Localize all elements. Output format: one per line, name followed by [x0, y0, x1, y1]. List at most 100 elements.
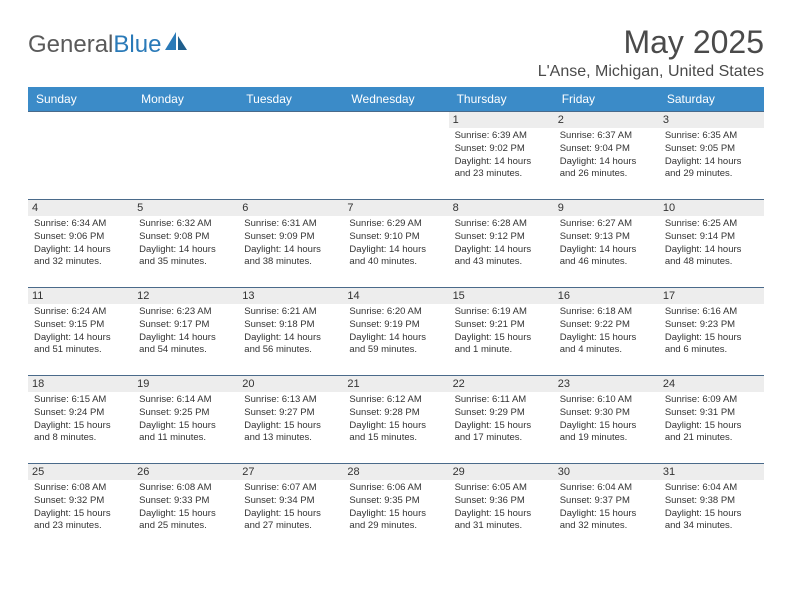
sunrise-line: Sunrise: 6:08 AM	[139, 482, 211, 493]
day-number: 14	[343, 288, 448, 304]
sunset-line: Sunset: 9:31 PM	[665, 407, 735, 418]
sunrise-line: Sunrise: 6:35 AM	[665, 130, 737, 141]
sunset-line: Sunset: 9:06 PM	[34, 231, 104, 242]
sunrise-line: Sunrise: 6:23 AM	[139, 306, 211, 317]
daylight-line: Daylight: 15 hours and 1 minute.	[455, 332, 532, 356]
daylight-line: Daylight: 15 hours and 13 minutes.	[244, 420, 321, 444]
calendar-week-row: 25Sunrise: 6:08 AMSunset: 9:32 PMDayligh…	[28, 464, 764, 552]
calendar-empty-cell	[28, 112, 133, 200]
day-details: Sunrise: 6:39 AMSunset: 9:02 PMDaylight:…	[455, 130, 548, 181]
calendar-day-cell: 31Sunrise: 6:04 AMSunset: 9:38 PMDayligh…	[659, 464, 764, 552]
day-details: Sunrise: 6:19 AMSunset: 9:21 PMDaylight:…	[455, 306, 548, 357]
sunset-line: Sunset: 9:24 PM	[34, 407, 104, 418]
sunrise-line: Sunrise: 6:19 AM	[455, 306, 527, 317]
sunset-line: Sunset: 9:28 PM	[349, 407, 419, 418]
day-details: Sunrise: 6:08 AMSunset: 9:33 PMDaylight:…	[139, 482, 232, 533]
day-details: Sunrise: 6:07 AM Sunset: 9:34 PM Daylight:…	[244, 482, 337, 533]
calendar-day-cell: 14Sunrise: 6:20 AMSunset: 9:19 PMDayligh…	[343, 288, 448, 376]
sunrise-line: Sunrise: 6:04 AM	[560, 482, 632, 493]
daylight-line: Daylight: 15 hours and 17 minutes.	[455, 420, 532, 444]
day-number: 11	[28, 288, 133, 304]
sunset-line: Sunset: 9:08 PM	[139, 231, 209, 242]
calendar-day-cell: 26Sunrise: 6:08 AMSunset: 9:33 PMDayligh…	[133, 464, 238, 552]
calendar-empty-cell	[133, 112, 238, 200]
logo-text-a: General	[28, 31, 113, 59]
sunset-line: Sunset: 9:05 PM	[665, 143, 735, 154]
day-number: 30	[554, 464, 659, 480]
sunset-line: Sunset: 9:12 PM	[455, 231, 525, 242]
calendar-day-cell: 17Sunrise: 6:16 AMSunset: 9:23 PMDayligh…	[659, 288, 764, 376]
sunrise-line: Sunrise: 6:24 AM	[34, 306, 106, 317]
day-details: Sunrise: 6:27 AMSunset: 9:13 PMDaylight:…	[560, 218, 653, 269]
sunset-line: Sunset: 9:32 PM	[34, 495, 104, 506]
calendar-week-row: 11 Sunrise: 6:24 AMSunset: 9:15 PMDayligh…	[28, 288, 764, 376]
calendar-week-row: 4Sunrise: 6:34 AMSunset: 9:06 PMDaylight…	[28, 200, 764, 288]
day-number: 27	[238, 464, 343, 480]
sunset-line: Sunset: 9:13 PM	[560, 231, 630, 242]
day-number: 20	[238, 376, 343, 392]
daylight-line: Daylight: 15 hours and 11 minutes.	[139, 420, 216, 444]
sunrise-line: Sunrise: 6:32 AM	[139, 218, 211, 229]
day-number: 21	[343, 376, 448, 392]
calendar-week-row: 18 Sunrise: 6:15 AM Sunset: 9:24 PM Dayligh…	[28, 376, 764, 464]
sunrise-line: Sunrise: 6:07 AM	[244, 482, 316, 493]
daylight-line: Daylight: 15 hours and 8 minutes.	[34, 420, 111, 444]
day-details: Sunrise: 6:35 AMSunset: 9:05 PMDaylight:…	[665, 130, 758, 181]
day-number: 16	[554, 288, 659, 304]
day-details: Sunrise: 6:04 AMSunset: 9:37 PMDaylight:…	[560, 482, 653, 533]
day-number: 9	[554, 200, 659, 216]
sunrise-line: Sunrise: 6:37 AM	[560, 130, 632, 141]
calendar-body: 1 Sunrise: 6:39 AMSunset: 9:02 PMDaylight…	[28, 112, 764, 552]
daylight-line: Daylight: 15 hours and 6 minutes.	[665, 332, 742, 356]
sunrise-line: Sunrise: 6:10 AM	[560, 394, 632, 405]
calendar-day-cell: 7Sunrise: 6:29 AMSunset: 9:10 PMDaylight…	[343, 200, 448, 288]
day-details: Sunrise: 6:32 AMSunset: 9:08 PMDaylight:…	[139, 218, 232, 269]
day-header: Thursday	[449, 87, 554, 112]
sunset-line: Sunset: 9:23 PM	[665, 319, 735, 330]
calendar-empty-cell	[238, 112, 343, 200]
day-number: 13	[238, 288, 343, 304]
sunrise-line: Sunrise: 6:14 AM	[139, 394, 211, 405]
sunset-line: Sunset: 9:10 PM	[349, 231, 419, 242]
sunrise-line: Sunrise: 6:18 AM	[560, 306, 632, 317]
day-number: 15	[449, 288, 554, 304]
day-details: Sunrise: 6:09 AMSunset: 9:31 PMDaylight:…	[665, 394, 758, 445]
page-title: May 2025	[538, 24, 764, 61]
calendar-day-cell: 9Sunrise: 6:27 AMSunset: 9:13 PMDaylight…	[554, 200, 659, 288]
day-number: 17	[659, 288, 764, 304]
day-details: Sunrise: 6:25 AMSunset: 9:14 PMDaylight:…	[665, 218, 758, 269]
day-number: 12	[133, 288, 238, 304]
sunset-line: Sunset: 9:34 PM	[244, 495, 314, 506]
daylight-line: Daylight: 14 hours and 40 minutes.	[349, 244, 426, 268]
calendar-table: SundayMondayTuesdayWednesdayThursdayFrid…	[28, 87, 764, 552]
logo: GeneralBlue	[28, 24, 189, 59]
day-number: 1	[449, 112, 554, 128]
day-details: Sunrise: 6:28 AMSunset: 9:12 PMDaylight:…	[455, 218, 548, 269]
day-number: 31	[659, 464, 764, 480]
daylight-line: Daylight: 15 hours and 29 minutes.	[349, 508, 426, 532]
calendar-day-cell: 19Sunrise: 6:14 AMSunset: 9:25 PMDayligh…	[133, 376, 238, 464]
daylight-line: Daylight: 15 hours and 27 minutes.	[244, 508, 321, 532]
calendar-day-cell: 21Sunrise: 6:12 AMSunset: 9:28 PMDayligh…	[343, 376, 448, 464]
daylight-line: Daylight: 14 hours and 26 minutes.	[560, 156, 637, 180]
sunrise-line: Sunrise: 6:05 AM	[455, 482, 527, 493]
sunset-line: Sunset: 9:22 PM	[560, 319, 630, 330]
logo-text-b: Blue	[113, 31, 161, 59]
day-details: Sunrise: 6:29 AMSunset: 9:10 PMDaylight:…	[349, 218, 442, 269]
day-number: 18	[28, 376, 133, 392]
calendar-day-cell: 22Sunrise: 6:11 AMSunset: 9:29 PMDayligh…	[449, 376, 554, 464]
sunrise-line: Sunrise: 6:27 AM	[560, 218, 632, 229]
sunset-line: Sunset: 9:27 PM	[244, 407, 314, 418]
day-details: Sunrise: 6:37 AMSunset: 9:04 PMDaylight:…	[560, 130, 653, 181]
day-details: Sunrise: 6:31 AMSunset: 9:09 PMDaylight:…	[244, 218, 337, 269]
sunrise-line: Sunrise: 6:15 AM	[34, 394, 106, 405]
daylight-line: Daylight: 15 hours and 4 minutes.	[560, 332, 637, 356]
sunrise-line: Sunrise: 6:25 AM	[665, 218, 737, 229]
day-details: Sunrise: 6:24 AMSunset: 9:15 PMDaylight:…	[34, 306, 127, 357]
sunrise-line: Sunrise: 6:06 AM	[349, 482, 421, 493]
sunrise-line: Sunrise: 6:39 AM	[455, 130, 527, 141]
sunrise-line: Sunrise: 6:11 AM	[455, 394, 527, 405]
daylight-line: Daylight: 15 hours and 32 minutes.	[560, 508, 637, 532]
day-number: 8	[449, 200, 554, 216]
calendar-header-row: SundayMondayTuesdayWednesdayThursdayFrid…	[28, 87, 764, 112]
